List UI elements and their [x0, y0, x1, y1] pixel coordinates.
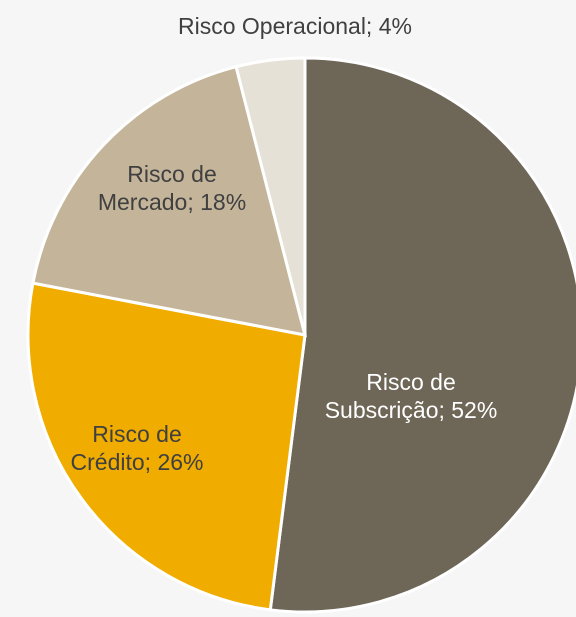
data-label: Risco Operacional; 4% — [178, 13, 412, 39]
pie-slice — [234, 56, 307, 336]
data-label: Risco de Mercado; 18% — [97, 161, 247, 215]
pie-slice — [268, 56, 576, 614]
data-label: Risco de Subscrição; 52% — [324, 369, 498, 423]
data-label-box: Risco Operacional; 4% — [178, 13, 412, 39]
pie-slice — [31, 64, 308, 337]
data-label-box: Risco de Subscrição; 52% — [324, 369, 498, 423]
data-label-box: Risco de Mercado; 18% — [97, 161, 247, 215]
pie-slice — [26, 281, 307, 612]
data-label-box: Risco de Crédito; 26% — [70, 421, 204, 475]
data-label: Risco de Crédito; 26% — [70, 421, 204, 475]
